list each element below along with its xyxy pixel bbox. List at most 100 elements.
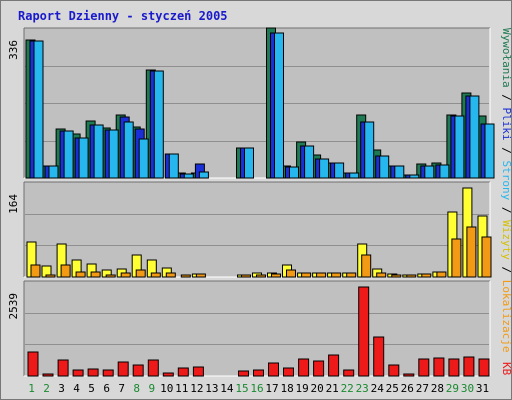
lokalizacje-bar-day-16	[256, 274, 266, 278]
strony-bar-day-23	[364, 121, 375, 179]
strony-bar-day-20	[319, 158, 330, 179]
kb-bar-day-21	[328, 354, 340, 377]
kb-bar-day-10	[162, 372, 174, 377]
legend-part: Lokalizacje	[500, 273, 512, 352]
y-max-label: 164	[7, 194, 20, 214]
strony-bar-day-26	[409, 174, 420, 179]
lokalizacje-bar-day-10	[165, 272, 176, 278]
kb-bar-day-25	[388, 364, 400, 377]
strony-bar-day-3	[63, 130, 74, 179]
panel-2: 164	[7, 181, 492, 278]
kb-bar-day-24	[373, 336, 385, 377]
strony-bar-day-7	[123, 121, 134, 179]
kb-bar-day-15	[238, 370, 249, 377]
kb-bar-day-7	[117, 361, 129, 377]
kb-bar-day-28	[433, 357, 445, 377]
strony-bar-day-5	[93, 124, 104, 179]
y-max-label: 2539	[7, 293, 20, 320]
strony-bar-day-31	[484, 123, 495, 179]
strony-bar-day-4	[78, 137, 89, 179]
kb-bar-day-29	[448, 358, 460, 377]
day-label-11: 11	[175, 382, 188, 395]
day-label-19: 19	[295, 382, 308, 395]
kb-bar-day-1	[27, 351, 39, 377]
kb-bar-day-2	[42, 373, 54, 377]
lokalizacje-bar-day-29	[451, 238, 462, 278]
legend-part: Wywołania	[500, 28, 512, 88]
kb-bar-day-26	[403, 373, 415, 377]
strony-bar-day-17	[274, 32, 284, 179]
day-label-4: 4	[73, 382, 80, 395]
strony-bar-day-8	[138, 138, 149, 179]
day-label-20: 20	[310, 382, 323, 395]
lokalizacje-bar-day-1	[30, 264, 41, 278]
y-max-label: 336	[7, 40, 20, 60]
kb-bar-day-23	[358, 286, 370, 377]
lokalizacje-bar-day-28	[436, 271, 447, 278]
strony-bar-day-9	[153, 70, 164, 179]
kb-bar-day-30	[463, 356, 475, 377]
day-label-18: 18	[280, 382, 293, 395]
kb-bar-day-12	[192, 366, 204, 377]
strony-bar-day-15	[244, 147, 254, 179]
day-label-13: 13	[205, 382, 218, 395]
strony-bar-day-28	[439, 164, 450, 179]
kb-bar-day-16	[253, 369, 264, 377]
kb-bar-day-19	[298, 358, 310, 377]
lokalizacje-bar-day-6	[105, 274, 116, 278]
lokalizacje-bar-day-9	[150, 272, 161, 278]
lokalizacje-bar-day-30	[466, 226, 477, 278]
legend-part: /	[500, 141, 512, 154]
kb-bar-day-8	[132, 364, 144, 377]
day-label-12: 12	[190, 382, 203, 395]
lokalizacje-bar-day-3	[60, 264, 71, 278]
legend-part: /	[500, 88, 512, 101]
strony-bar-day-12	[198, 171, 209, 179]
day-label-22: 22	[341, 382, 354, 395]
day-label-7: 7	[118, 382, 125, 395]
lokalizacje-bar-day-15	[241, 274, 251, 278]
kb-bar-day-18	[283, 367, 294, 377]
kb-bar-day-11	[177, 367, 189, 377]
day-label-1: 1	[28, 382, 35, 395]
day-label-30: 30	[461, 382, 474, 395]
strony-bar-day-6	[108, 129, 119, 179]
day-label-5: 5	[88, 382, 95, 395]
kb-bar-day-17	[268, 362, 279, 377]
lokalizacje-bar-day-18	[286, 269, 296, 278]
lokalizacje-bar-day-20	[316, 272, 327, 278]
day-label-23: 23	[356, 382, 369, 395]
day-label-28: 28	[431, 382, 444, 395]
day-label-25: 25	[386, 382, 399, 395]
kb-bar-day-4	[72, 369, 84, 377]
day-label-24: 24	[371, 382, 385, 395]
plot-background	[24, 182, 490, 277]
day-label-29: 29	[446, 382, 459, 395]
day-label-14: 14	[220, 382, 234, 395]
legend-part: /	[500, 260, 512, 273]
chart-title: Raport Dzienny - styczeń 2005	[18, 9, 228, 23]
kb-bar-day-22	[343, 369, 355, 377]
day-label-10: 10	[160, 382, 173, 395]
strony-bar-day-25	[394, 165, 405, 179]
lokalizacje-bar-day-26	[406, 274, 417, 278]
lokalizacje-bar-day-21	[331, 272, 342, 278]
day-label-8: 8	[133, 382, 140, 395]
day-label-27: 27	[416, 382, 429, 395]
lokalizacje-bar-day-7	[120, 272, 131, 278]
day-label-16: 16	[250, 382, 263, 395]
day-labels: 1 2 3 4 5 6 7 8 9 10 11 12 13 14 15 16 17 18 19 20 21 22 23 24 2…	[28, 382, 489, 395]
day-label-21: 21	[326, 382, 339, 395]
lokalizacje-bar-day-24	[376, 272, 387, 278]
lokalizacje-bar-day-2	[45, 274, 56, 278]
legend-part: Wizyty	[500, 213, 512, 260]
kb-bar-day-9	[147, 359, 159, 377]
panel-1: 336	[7, 27, 495, 179]
day-label-3: 3	[58, 382, 65, 395]
lokalizacje-bar-day-12	[195, 273, 206, 278]
plot-background	[24, 281, 490, 376]
legend-part: /	[500, 200, 512, 213]
legend-part: Pliki	[500, 101, 512, 141]
strony-bar-day-2	[48, 165, 59, 179]
lokalizacje-bar-day-17	[271, 273, 281, 278]
